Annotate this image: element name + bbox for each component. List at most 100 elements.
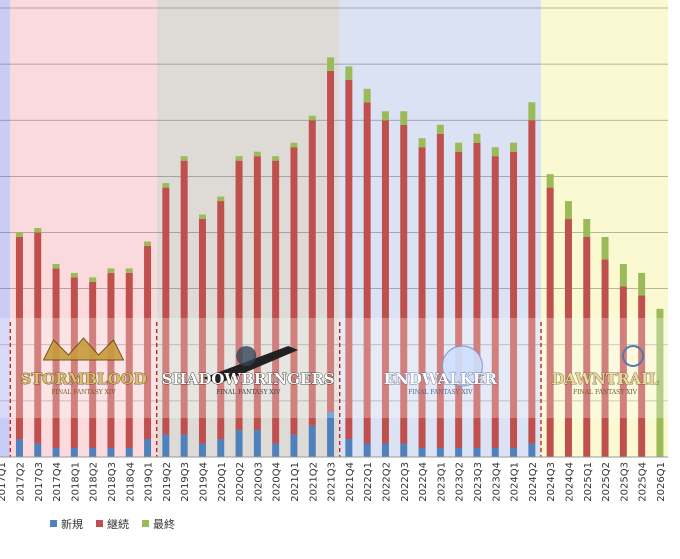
crystal-emblem-icon	[42, 337, 125, 361]
logo-title: STORMBLOOD	[20, 370, 147, 388]
bar-segment	[638, 272, 646, 296]
x-tick-label: 2018Q1	[70, 462, 81, 502]
bar-segment	[528, 120, 536, 444]
logo-subtitle: FINAL FANTASY XIV	[216, 389, 281, 396]
x-tick-label: 2023Q1	[436, 462, 447, 502]
bar-segment	[381, 443, 389, 457]
bar-segment	[455, 151, 463, 449]
x-tick-label: 2024Q4	[564, 462, 575, 502]
x-tick-label: 2021Q2	[308, 462, 319, 502]
logo-title: ENDWALKER	[384, 370, 498, 388]
bar-segment	[290, 434, 298, 457]
bar-segment	[125, 448, 133, 457]
x-tick-label: 2024Q1	[510, 462, 521, 502]
bar-segment	[107, 448, 115, 457]
bar-segment	[381, 120, 389, 444]
bar-segment	[217, 201, 225, 440]
bar-segment	[144, 439, 152, 457]
bar-segment	[363, 102, 371, 444]
bar-segment	[235, 160, 243, 431]
bar-segment	[15, 439, 23, 457]
bar-segment	[473, 142, 481, 449]
bar-segment	[510, 142, 518, 152]
bar-segment	[583, 219, 591, 237]
fade-band	[0, 318, 668, 418]
bar-segment	[455, 448, 463, 457]
bar-segment	[418, 138, 426, 148]
bar-segment	[510, 151, 518, 449]
x-tick-label: 2017Q1	[0, 462, 8, 502]
x-tick-label: 2025Q4	[638, 462, 649, 502]
blade-emblem-icon	[203, 346, 299, 384]
logo-title: SHADOWBRINGERS	[162, 370, 335, 388]
x-tick-label: 2024Q2	[528, 462, 539, 502]
bar-segment	[601, 236, 609, 260]
bar-segment	[253, 156, 261, 431]
bar-segment	[272, 443, 280, 457]
bar-segment	[70, 448, 78, 457]
x-tick-label: 2018Q3	[107, 462, 118, 502]
x-tick-label: 2021Q1	[290, 462, 301, 502]
ring-emblem-icon	[622, 345, 645, 367]
x-tick-label: 2022Q2	[381, 462, 392, 502]
era-divider-layer	[9, 322, 542, 457]
x-tick-label: 2024Q3	[546, 462, 557, 502]
x-tick-label: 2021Q3	[327, 462, 338, 502]
bar-segment	[528, 102, 536, 121]
bar-segment	[15, 236, 23, 440]
bar-segment	[491, 156, 499, 449]
bar-segment	[546, 187, 554, 457]
bar-segment	[34, 232, 42, 444]
x-tick-label: 2017Q3	[34, 462, 45, 502]
bar-segment	[436, 133, 444, 449]
bar-segment	[345, 439, 353, 457]
bar-segment	[125, 268, 133, 273]
bar-segment	[89, 277, 97, 282]
x-tick-label: 2022Q1	[363, 462, 374, 502]
bar-segment	[253, 151, 261, 157]
bar-segment	[52, 448, 60, 457]
bar-segment	[70, 277, 78, 449]
bar-segment	[15, 232, 23, 237]
bar-segment	[363, 443, 371, 457]
x-tick-label: 2023Q4	[491, 462, 502, 502]
bar-segment	[52, 263, 60, 269]
x-tick-label: 2023Q3	[473, 462, 484, 502]
legend-swatch	[50, 520, 57, 527]
bar-segment	[400, 124, 408, 444]
bar-segment	[491, 448, 499, 457]
bar-segment	[327, 57, 335, 71]
x-tick-label: 2019Q1	[144, 462, 155, 502]
bar-segment	[180, 160, 188, 435]
bar-segment	[180, 156, 188, 161]
planet-emblem-icon	[441, 345, 483, 387]
x-tick-label: 2020Q3	[253, 462, 264, 502]
x-tick-label-layer: 2017Q1 2017Q2 2017Q3 2017Q4 2018Q1 2018Q2 2018…	[0, 462, 667, 502]
bar-segment	[418, 147, 426, 449]
era-background-pre	[0, 0, 11, 457]
x-tick-label: 2025Q1	[583, 462, 594, 502]
bar-segment	[619, 286, 627, 457]
logo-subtitle: FINAL FANTASY XIV	[51, 389, 116, 396]
bar-segment	[89, 448, 97, 457]
bar-segment	[564, 201, 572, 220]
bar-segment	[107, 268, 115, 273]
x-tick-label: 2023Q2	[455, 462, 466, 502]
bar-segment	[70, 272, 78, 278]
bar-segment	[564, 219, 572, 457]
x-tick-label: 2018Q2	[89, 462, 100, 502]
bar-segment	[235, 430, 243, 457]
bar-segment	[162, 434, 170, 457]
bar-segment	[34, 443, 42, 457]
legend-label: 最終	[153, 517, 175, 531]
bar-segment	[144, 241, 152, 246]
legend-swatch	[142, 520, 149, 527]
bar-segment	[162, 183, 170, 188]
bar-segment	[619, 263, 627, 287]
bar-segment	[546, 174, 554, 188]
bar-segment	[217, 439, 225, 457]
x-tick-label: 2017Q4	[52, 462, 63, 502]
